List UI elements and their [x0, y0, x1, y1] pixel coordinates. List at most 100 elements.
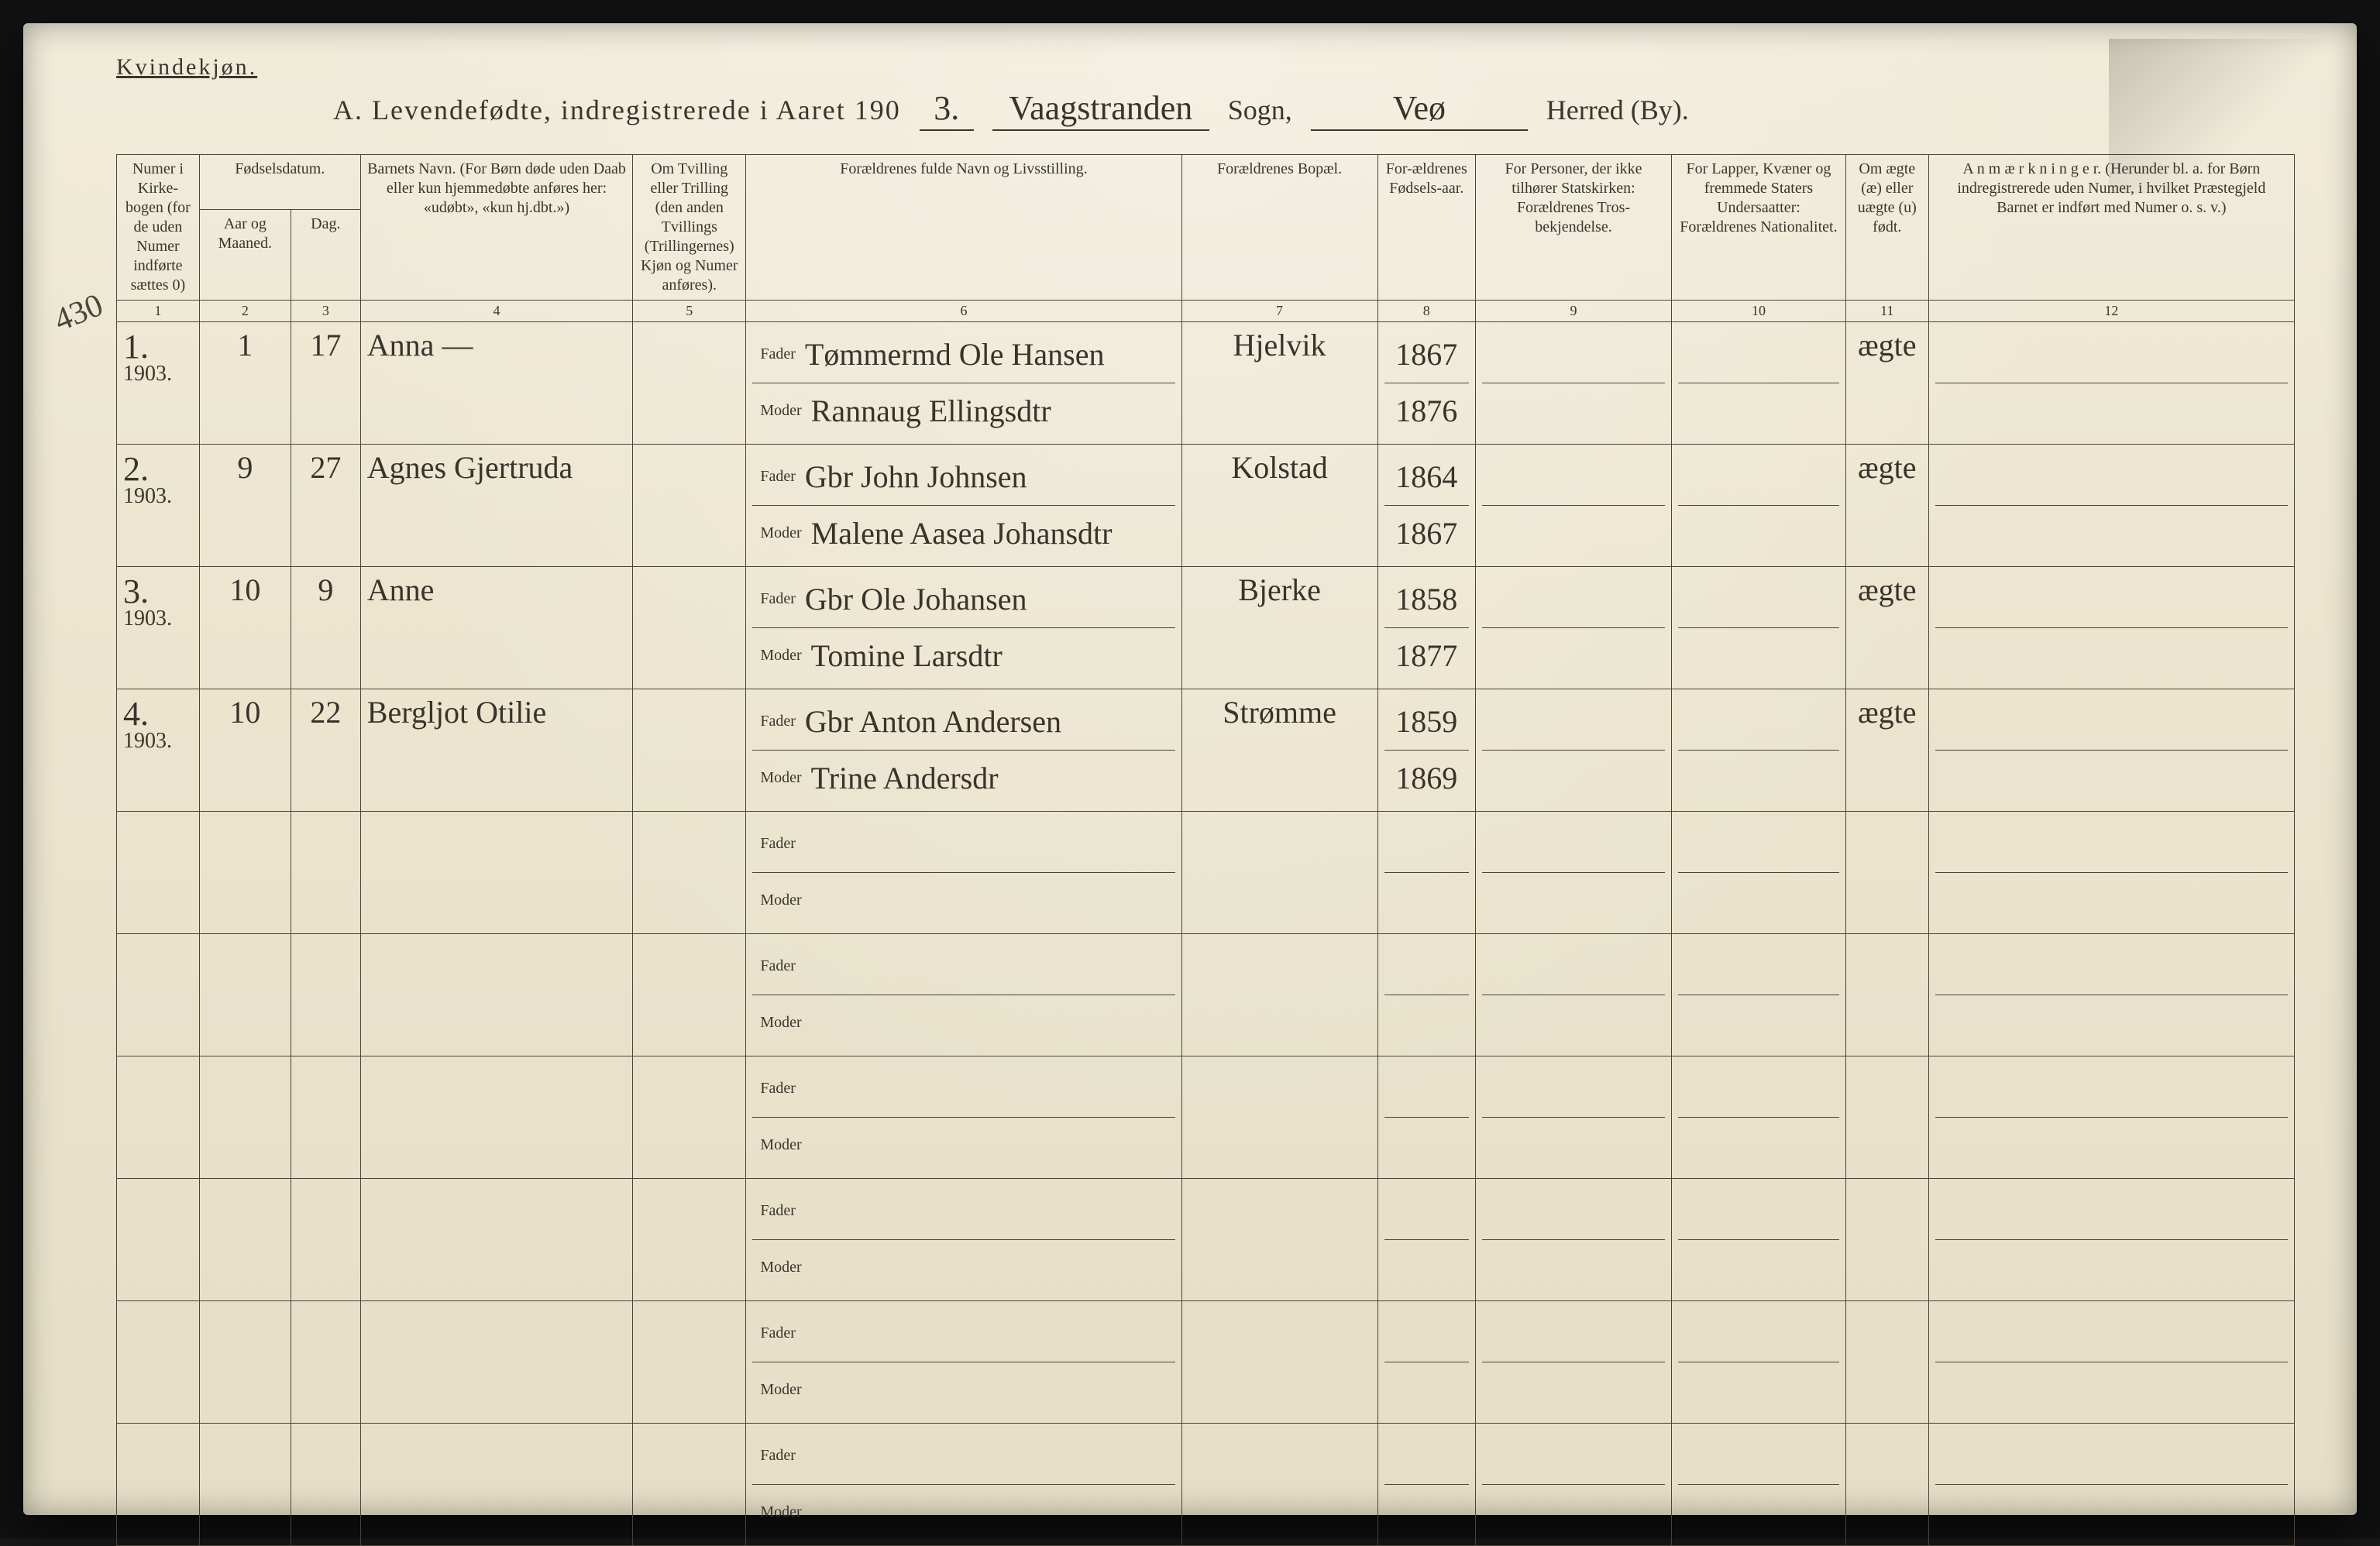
table-row-blank: Fader Moder — [117, 1423, 2295, 1545]
cell — [1845, 933, 1928, 1056]
colnum: 4 — [360, 301, 632, 322]
col-8-head: For-ældrenes Fødsels-aar. — [1377, 155, 1475, 301]
cell — [1672, 689, 1846, 811]
moder-name: Rannaug Ellingsdtr — [811, 393, 1051, 429]
cell-top — [1678, 449, 1839, 505]
cell-top — [1482, 449, 1665, 505]
table-row: 2.1903. 9 27 Agnes Gjertruda Fader Gbr J… — [117, 444, 2295, 566]
moder-label: Moder — [760, 1136, 801, 1154]
legitimacy: ægte — [1845, 689, 1928, 811]
moder-label: Moder — [760, 402, 801, 420]
cell-bottom — [1384, 872, 1469, 929]
herred-label: Herred (By). — [1546, 94, 1689, 126]
birth-day: 17 — [291, 321, 360, 444]
fader-label: Fader — [760, 1447, 796, 1465]
cell-top — [1678, 939, 1839, 995]
cell-top — [1678, 1306, 1839, 1362]
cell — [360, 1178, 632, 1300]
fader-name: Gbr Ole Johansen — [805, 581, 1027, 617]
column-number-row: 1 2 3 4 5 6 7 8 9 10 11 12 — [117, 301, 2295, 322]
fader-label: Fader — [760, 957, 796, 975]
cell-top: 1867 — [1384, 327, 1469, 383]
cell — [360, 1056, 632, 1178]
col-1-head: Numer i Kirke-bogen (for de uden Numer i… — [117, 155, 200, 301]
cell — [291, 1423, 360, 1545]
cell-bottom — [1678, 383, 1839, 439]
parents-cell: Fader Moder — [746, 1178, 1181, 1300]
cell-bottom — [1384, 1484, 1469, 1541]
cell-bottom — [1384, 995, 1469, 1051]
cell-top — [1482, 327, 1665, 383]
cell-top — [1935, 694, 2288, 750]
scan-surface: Kvindekjøn. A. Levendefødte, indregistre… — [0, 0, 2380, 1538]
parents-cell: Fader Gbr Anton Andersen Moder Trine And… — [746, 689, 1181, 811]
cell-top — [1482, 1428, 1665, 1484]
parents-cell: Fader Moder — [746, 811, 1181, 933]
col-11-head: Om ægte (æ) eller uægte (u) født. — [1845, 155, 1928, 301]
cell-bottom — [1935, 505, 2288, 562]
cell-top — [1384, 1184, 1469, 1239]
title-lead: A. Levendefødte, indregistrerede i Aaret… — [333, 94, 901, 126]
cell-bottom — [1482, 872, 1665, 929]
cell — [1928, 689, 2294, 811]
cell-top — [1384, 816, 1469, 872]
cell-bottom — [1482, 1117, 1665, 1173]
cell — [1377, 1423, 1475, 1545]
cell-bottom — [1678, 627, 1839, 684]
cell — [1377, 1300, 1475, 1423]
colnum: 6 — [746, 301, 1181, 322]
child-name: Bergljot Otilie — [360, 689, 632, 811]
cell-top — [1482, 694, 1665, 750]
colnum: 3 — [291, 301, 360, 322]
cell — [1181, 933, 1377, 1056]
cell-top — [1482, 816, 1665, 872]
parents-cell: Fader Gbr John Johnsen Moder Malene Aase… — [746, 444, 1181, 566]
moder-label: Moder — [760, 1014, 801, 1032]
table-row-blank: Fader Moder — [117, 1178, 2295, 1300]
residence: Kolstad — [1181, 444, 1377, 566]
moder-label: Moder — [760, 1259, 801, 1276]
birth-day: 27 — [291, 444, 360, 566]
cell-bottom — [1678, 1362, 1839, 1418]
cell — [1672, 321, 1846, 444]
cell — [1672, 1178, 1846, 1300]
sogn-value: Vaagstranden — [992, 88, 1209, 131]
table-row: 4.1903. 10 22 Bergljot Otilie Fader Gbr … — [117, 689, 2295, 811]
cell — [1928, 566, 2294, 689]
moder-label: Moder — [760, 524, 801, 542]
cell: 1858 1877 — [1377, 566, 1475, 689]
child-name: Agnes Gjertruda — [360, 444, 632, 566]
residence: Bjerke — [1181, 566, 1377, 689]
cell: 1864 1867 — [1377, 444, 1475, 566]
birth-day: 22 — [291, 689, 360, 811]
entry-number: 2.1903. — [117, 444, 200, 566]
cell — [1845, 1178, 1928, 1300]
cell-bottom — [1935, 383, 2288, 439]
cell-top — [1935, 939, 2288, 995]
cell-top — [1935, 449, 2288, 505]
moder-label: Moder — [760, 1381, 801, 1399]
fader-label: Fader — [760, 713, 796, 730]
cell-top — [1482, 572, 1665, 627]
cell-top — [1935, 1306, 2288, 1362]
col-6-head: Forældrenes fulde Navn og Livsstilling. — [746, 155, 1181, 301]
herred-value: Veø — [1311, 88, 1528, 131]
cell-bottom — [1482, 1484, 1665, 1541]
cell — [1672, 444, 1846, 566]
cell — [1928, 1300, 2294, 1423]
residence: Strømme — [1181, 689, 1377, 811]
cell-bottom — [1935, 1484, 2288, 1541]
cell — [199, 933, 291, 1056]
cell — [1181, 1056, 1377, 1178]
parents-cell: Fader Moder — [746, 1423, 1181, 1545]
cell — [360, 811, 632, 933]
cell-bottom — [1678, 505, 1839, 562]
moder-name: Malene Aasea Johansdtr — [811, 515, 1113, 551]
fader-name: Tømmermd Ole Hansen — [805, 336, 1105, 373]
cell — [360, 1300, 632, 1423]
legitimacy: ægte — [1845, 444, 1928, 566]
cell — [1181, 811, 1377, 933]
parents-cell: Fader Moder — [746, 1056, 1181, 1178]
moder-name: Tomine Larsdtr — [811, 637, 1003, 674]
cell-bottom — [1678, 750, 1839, 806]
